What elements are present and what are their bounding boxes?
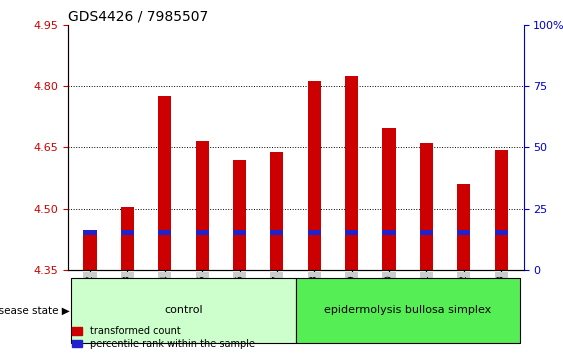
Bar	[382, 230, 396, 235]
Bar	[308, 230, 321, 235]
Bar	[270, 153, 283, 270]
Text: GDS4426 / 7985507: GDS4426 / 7985507	[68, 10, 208, 24]
Bar	[420, 143, 433, 270]
Bar	[83, 230, 96, 235]
Bar	[495, 230, 508, 235]
Bar	[270, 230, 283, 235]
Bar	[382, 128, 396, 270]
Bar	[233, 230, 246, 235]
Bar	[296, 278, 520, 343]
Bar	[195, 230, 209, 235]
Text: disease state ▶: disease state ▶	[0, 306, 69, 315]
Bar	[83, 233, 96, 270]
Bar	[457, 230, 470, 235]
Bar	[121, 230, 134, 235]
Bar	[158, 230, 171, 235]
Bar	[345, 230, 358, 235]
Bar	[420, 230, 433, 235]
Bar	[72, 278, 296, 343]
Bar	[308, 81, 321, 270]
Bar	[457, 184, 470, 270]
Text: epidermolysis bullosa simplex: epidermolysis bullosa simplex	[324, 306, 491, 315]
Bar	[158, 96, 171, 270]
Bar	[495, 149, 508, 270]
Bar	[233, 160, 246, 270]
Bar	[195, 141, 209, 270]
Text: control: control	[164, 306, 203, 315]
Bar	[121, 207, 134, 270]
Bar	[345, 76, 358, 270]
Legend: transformed count, percentile rank within the sample: transformed count, percentile rank withi…	[73, 326, 255, 349]
